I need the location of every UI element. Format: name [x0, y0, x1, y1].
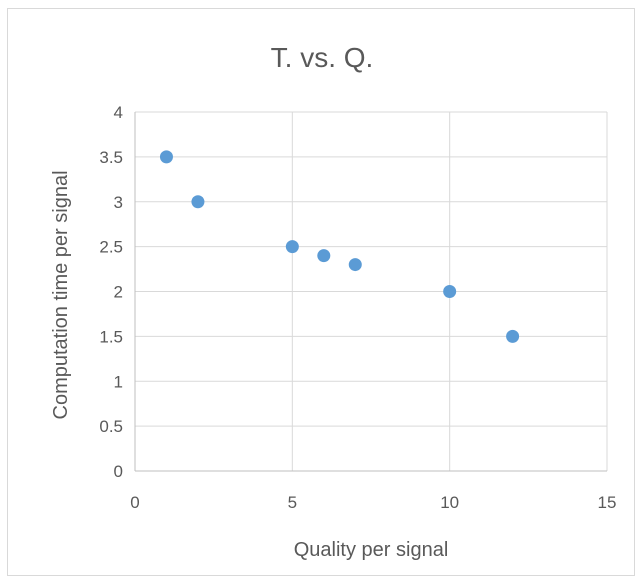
data-point — [348, 258, 362, 272]
x-tick-label: 15 — [598, 493, 617, 512]
x-axis-title: Quality per signal — [294, 539, 449, 561]
y-tick-label: 0.5 — [99, 417, 123, 436]
x-tick-label: 10 — [440, 493, 459, 512]
data-point — [191, 195, 205, 209]
tick-labels: 0 0.5 1 1.5 2 2.5 3 3.5 4 0 5 10 15 — [99, 103, 616, 512]
x-tick-label: 0 — [130, 493, 139, 512]
data-point — [159, 150, 173, 164]
data-point — [285, 240, 299, 254]
y-tick-label: 3.5 — [99, 148, 123, 167]
data-points — [159, 150, 520, 343]
y-tick-label: 1 — [114, 372, 123, 391]
data-point — [443, 285, 457, 298]
data-point — [317, 249, 331, 263]
chart-title: T. vs. Q. — [271, 42, 374, 73]
y-tick-label: 3 — [114, 193, 123, 212]
gridlines — [135, 111, 608, 471]
y-tick-label: 2.5 — [99, 238, 123, 257]
x-tick-label: 5 — [288, 493, 297, 512]
y-tick-label: 1.5 — [99, 327, 123, 346]
y-tick-label: 4 — [114, 103, 123, 122]
y-axis-title: Computation time per signal — [50, 170, 72, 419]
axes — [134, 112, 607, 472]
y-tick-label: 2 — [114, 283, 123, 302]
y-tick-label: 0 — [114, 462, 123, 481]
data-point — [506, 329, 520, 343]
